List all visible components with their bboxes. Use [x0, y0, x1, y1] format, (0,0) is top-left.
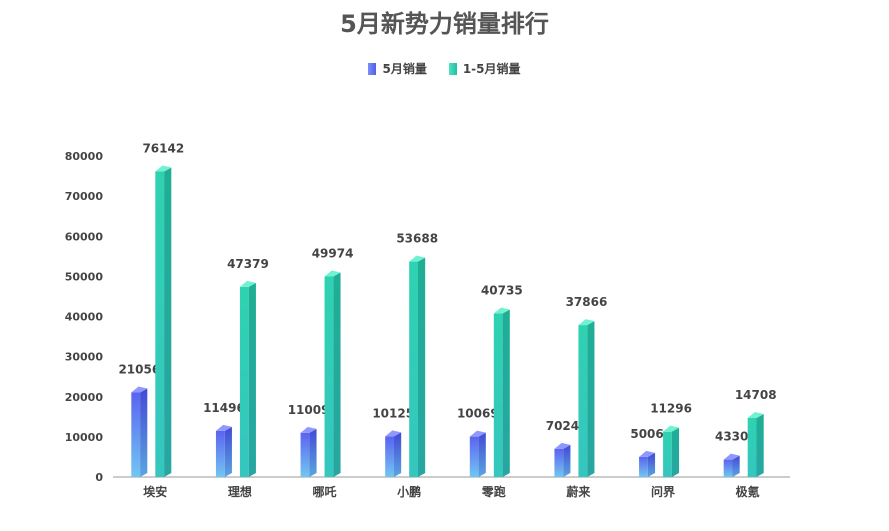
- bar-side: [563, 444, 571, 477]
- data-label: 7024: [546, 419, 579, 433]
- y-tick-label: 30000: [65, 351, 104, 364]
- bar: [239, 286, 249, 477]
- bar: [663, 431, 672, 477]
- y-tick-label: 50000: [65, 270, 104, 283]
- data-label: 37866: [566, 295, 608, 309]
- data-label: 21056: [118, 363, 160, 377]
- bar-top: [723, 453, 740, 460]
- bar-top: [554, 442, 571, 449]
- legend-swatch-cumulative: [448, 62, 457, 75]
- bar: [131, 392, 141, 477]
- data-label: 53688: [396, 232, 438, 246]
- x-tick-label: 哪吒: [313, 484, 337, 499]
- bar: [155, 171, 165, 477]
- bar: [300, 432, 310, 477]
- bar-side: [164, 167, 172, 477]
- bar-top: [324, 270, 341, 277]
- bar-top: [663, 425, 680, 432]
- bar-top: [639, 450, 656, 457]
- data-label: 49974: [312, 246, 354, 260]
- bar-side: [248, 282, 256, 477]
- bar-side: [756, 413, 764, 477]
- data-label: 10069: [457, 407, 499, 421]
- y-tick-label: 10000: [65, 431, 104, 444]
- data-label: 10125: [372, 406, 414, 420]
- legend-label-monthly: 5月销量: [382, 62, 427, 76]
- bar-top: [747, 411, 764, 418]
- y-tick-label: 40000: [65, 311, 104, 324]
- data-label: 47379: [227, 257, 269, 271]
- bar-side: [393, 432, 402, 477]
- bar: [639, 456, 648, 477]
- bar: [385, 436, 394, 477]
- bar-side: [647, 452, 656, 477]
- bar-side: [333, 272, 341, 477]
- chart-title: 5月新势力销量排行: [340, 10, 549, 38]
- bar-side: [671, 427, 680, 477]
- y-tick-label: 70000: [65, 190, 104, 203]
- bar: [469, 436, 479, 477]
- legend-item-cumulative[interactable]: 1-5月销量: [448, 60, 521, 77]
- data-label: 11296: [650, 402, 692, 416]
- bar-top: [493, 307, 510, 314]
- y-tick-label: 20000: [65, 391, 104, 404]
- bar-side: [732, 455, 740, 477]
- bar-side: [478, 432, 486, 477]
- bar-side: [502, 309, 510, 477]
- data-label: 4330: [715, 430, 748, 444]
- bar-side: [140, 388, 148, 477]
- bar-top: [300, 426, 317, 433]
- bar-side: [224, 426, 232, 477]
- bar-top: [239, 280, 256, 287]
- bar-top: [469, 430, 486, 437]
- data-label: 5006: [630, 427, 663, 441]
- x-tick-label: 零跑: [481, 484, 506, 499]
- bar-top: [578, 319, 595, 326]
- y-tick-label: 80000: [65, 150, 104, 163]
- bar: [493, 313, 503, 477]
- legend-label-cumulative: 1-5月销量: [462, 62, 521, 76]
- x-tick-label: 蔚来: [566, 484, 591, 499]
- bar: [747, 417, 757, 477]
- legend: 5月销量 1-5月销量: [0, 60, 889, 77]
- data-label: 76142: [142, 141, 184, 155]
- bar-side: [309, 428, 317, 477]
- bar-side: [587, 321, 595, 477]
- x-tick-label: 极氪: [736, 484, 760, 499]
- x-tick-label: 小鹏: [397, 484, 421, 499]
- legend-swatch-monthly: [368, 62, 377, 75]
- bar-top: [385, 430, 402, 437]
- y-tick-label: 0: [95, 471, 103, 484]
- bar: [215, 430, 225, 477]
- bar: [554, 448, 564, 477]
- bar: [578, 325, 588, 477]
- bar: [723, 459, 733, 477]
- data-label: 40735: [481, 284, 523, 298]
- bar: [324, 276, 334, 477]
- bar-top: [131, 386, 148, 393]
- bar-top: [155, 165, 172, 172]
- x-tick-label: 问界: [651, 484, 675, 499]
- legend-item-monthly[interactable]: 5月销量: [368, 60, 427, 77]
- data-label: 14708: [735, 388, 777, 402]
- x-tick-label: 理想: [228, 484, 252, 499]
- bar-top: [409, 255, 426, 262]
- data-label: 11009: [288, 403, 330, 417]
- y-tick-label: 60000: [65, 230, 104, 243]
- bar-side: [417, 257, 426, 477]
- bar-top: [215, 424, 232, 431]
- x-tick-label: 埃安: [143, 484, 167, 499]
- bar: [409, 261, 418, 477]
- data-label: 11496: [203, 401, 245, 415]
